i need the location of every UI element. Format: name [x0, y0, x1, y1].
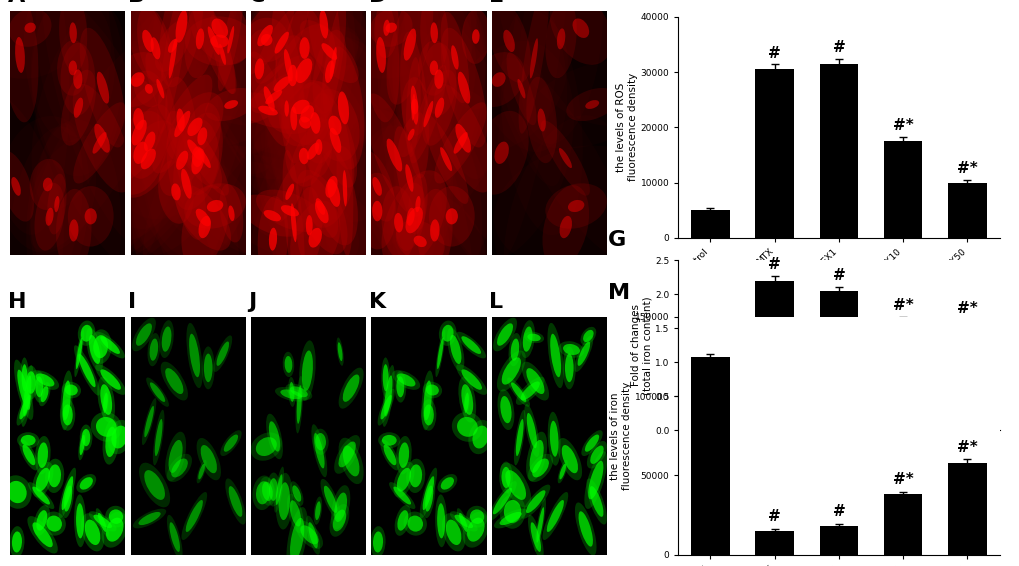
Bar [883, 495, 921, 555]
Bar [691, 362, 729, 430]
Text: E: E [489, 0, 504, 6]
Text: F: F [607, 0, 623, 4]
Text: #*: #* [956, 161, 977, 176]
Bar [948, 463, 985, 555]
Bar [948, 324, 985, 430]
Text: K: K [369, 292, 386, 312]
Bar [755, 281, 793, 430]
Bar [691, 210, 729, 238]
Bar [819, 526, 857, 555]
Text: I: I [128, 292, 137, 312]
Bar [819, 291, 857, 430]
Text: #*: #* [892, 298, 913, 314]
Bar [755, 70, 793, 238]
Text: #*: #* [956, 440, 977, 454]
Text: #: # [767, 257, 781, 272]
Text: #: # [767, 509, 781, 524]
Y-axis label: Fold of changes
(total iron content): Fold of changes (total iron content) [630, 296, 651, 395]
Text: #: # [832, 268, 845, 283]
Text: H: H [8, 292, 26, 312]
Bar [948, 182, 985, 238]
Text: A: A [8, 0, 25, 6]
Text: J: J [249, 292, 257, 312]
Bar [755, 531, 793, 555]
Bar [691, 357, 729, 555]
Bar [883, 141, 921, 238]
Text: M: M [607, 282, 629, 303]
Text: #*: #* [892, 118, 913, 134]
Y-axis label: the levels of ROS
fluorescence density: the levels of ROS fluorescence density [615, 73, 637, 182]
Text: #: # [832, 40, 845, 55]
Text: #: # [767, 46, 781, 61]
Text: L: L [489, 292, 503, 312]
Text: D: D [369, 0, 387, 6]
Text: #*: #* [892, 472, 913, 487]
Bar [883, 321, 921, 430]
Text: G: G [607, 230, 626, 250]
Text: B: B [128, 0, 145, 6]
Y-axis label: the levels of iron
fluorescence density: the levels of iron fluorescence density [609, 381, 632, 490]
Text: #*: #* [956, 301, 977, 316]
Text: #: # [832, 504, 845, 520]
Bar [819, 64, 857, 238]
Text: C: C [249, 0, 265, 6]
